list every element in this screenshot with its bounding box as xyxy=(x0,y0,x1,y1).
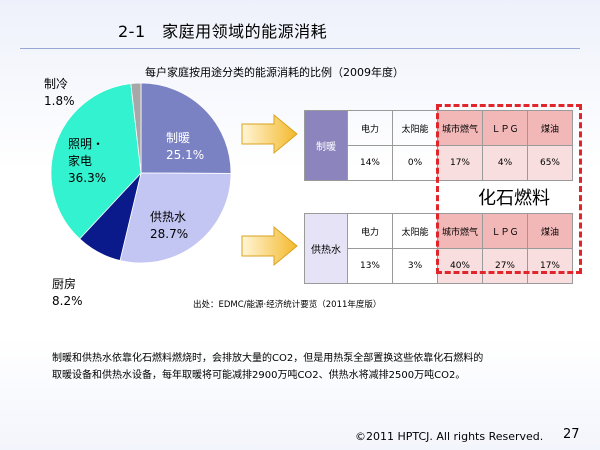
row-label-heating: 制暖 xyxy=(304,110,348,181)
col-header-electricity: 电力 xyxy=(347,213,393,249)
pie-slice xyxy=(130,82,142,174)
slide-title: 2-1 家庭用领域的能源消耗 xyxy=(118,22,328,41)
table-cell: 14% xyxy=(347,145,393,181)
col-header-electricity: 电力 xyxy=(347,110,393,146)
pie-slice xyxy=(119,172,232,264)
pie-chart xyxy=(50,82,232,264)
col-header-city-gas: 城市燃气 xyxy=(437,213,483,249)
pie-label-cooling-name: 制冷 xyxy=(44,77,69,91)
table-cell: 13% xyxy=(347,248,393,284)
pie-label-lighting-name1: 照明・ xyxy=(68,137,105,151)
pie-label-lighting-value: 36.3% xyxy=(68,171,107,185)
arrow-right-icon xyxy=(241,113,298,155)
fossil-fuel-label: 化石燃料 xyxy=(478,188,550,209)
body-line: 制暖和供热水依靠化石燃料燃烧时，会排放大量的CO2，但是用热泵全部置换这些依靠化… xyxy=(52,353,484,364)
table-cell: 3% xyxy=(392,248,438,284)
title-divider xyxy=(20,48,580,49)
copyright-footer: ©2011 HPTCJ. All rights Reserved. xyxy=(355,430,544,443)
col-header-lpg: ＬＰＧ xyxy=(482,213,528,249)
body-line: 取暖设备和供热水设备，每年取暖将可能减排2900万吨CO2、供热水将减排2500… xyxy=(52,370,466,381)
pie-slice xyxy=(50,83,142,240)
table-cell: 4% xyxy=(482,145,528,181)
page-number: 27 xyxy=(563,427,580,442)
table-cell: 0% xyxy=(392,145,438,181)
chart-title: 每户家庭按用途分类的能源消耗的比例（2009年度） xyxy=(145,66,404,79)
pie-label-heating-name: 制暖 xyxy=(166,131,191,145)
col-header-solar: 太阳能 xyxy=(392,213,438,249)
pie-label-lighting: 照明・ 家电 36.3% xyxy=(68,136,106,187)
arrow-right-icon xyxy=(241,225,298,267)
heating-table: 制暖 电力 太阳能 城市燃气 ＬＰＧ 煤油 14% 0% 17% 4% 65% xyxy=(304,110,573,181)
pie-label-lighting-name2: 家电 xyxy=(68,154,93,168)
pie-label-cooling-value: 1.8% xyxy=(44,94,75,108)
table-cell: 17% xyxy=(527,248,573,284)
pie-label-heating-value: 25.1% xyxy=(166,148,205,162)
pie-label-heating: 制暖 25.1% xyxy=(166,130,204,164)
pie-slice xyxy=(140,82,232,174)
row-label-hotwater: 供热水 xyxy=(304,213,348,284)
source-note: 出处：EDMC/能源·经济统计要览（2011年度版） xyxy=(193,300,382,310)
body-text: 制暖和供热水依靠化石燃料燃烧时，会排放大量的CO2，但是用热泵全部置换这些依靠化… xyxy=(52,350,572,384)
fossil-fuel-highlight xyxy=(436,104,582,274)
col-header-kerosene: 煤油 xyxy=(527,213,573,249)
pie-label-cooling: 制冷 1.8% xyxy=(44,76,75,110)
table-cell: 40% xyxy=(437,248,483,284)
pie-label-kitchen-value: 8.2% xyxy=(52,294,83,308)
pie-label-hotwater: 供热水 28.7% xyxy=(150,209,188,243)
pie-label-kitchen: 厨房 8.2% xyxy=(52,276,83,310)
col-header-kerosene: 煤油 xyxy=(527,110,573,146)
col-header-solar: 太阳能 xyxy=(392,110,438,146)
table-cell: 17% xyxy=(437,145,483,181)
pie-label-hotwater-value: 28.7% xyxy=(150,227,189,241)
pie-label-hotwater-name: 供热水 xyxy=(150,210,187,224)
table-cell: 65% xyxy=(527,145,573,181)
col-header-lpg: ＬＰＧ xyxy=(482,110,528,146)
hotwater-table: 供热水 电力 太阳能 城市燃气 ＬＰＧ 煤油 13% 3% 40% 27% 17… xyxy=(304,213,573,284)
col-header-city-gas: 城市燃气 xyxy=(437,110,483,146)
pie-label-kitchen-name: 厨房 xyxy=(52,277,77,291)
table-cell: 27% xyxy=(482,248,528,284)
